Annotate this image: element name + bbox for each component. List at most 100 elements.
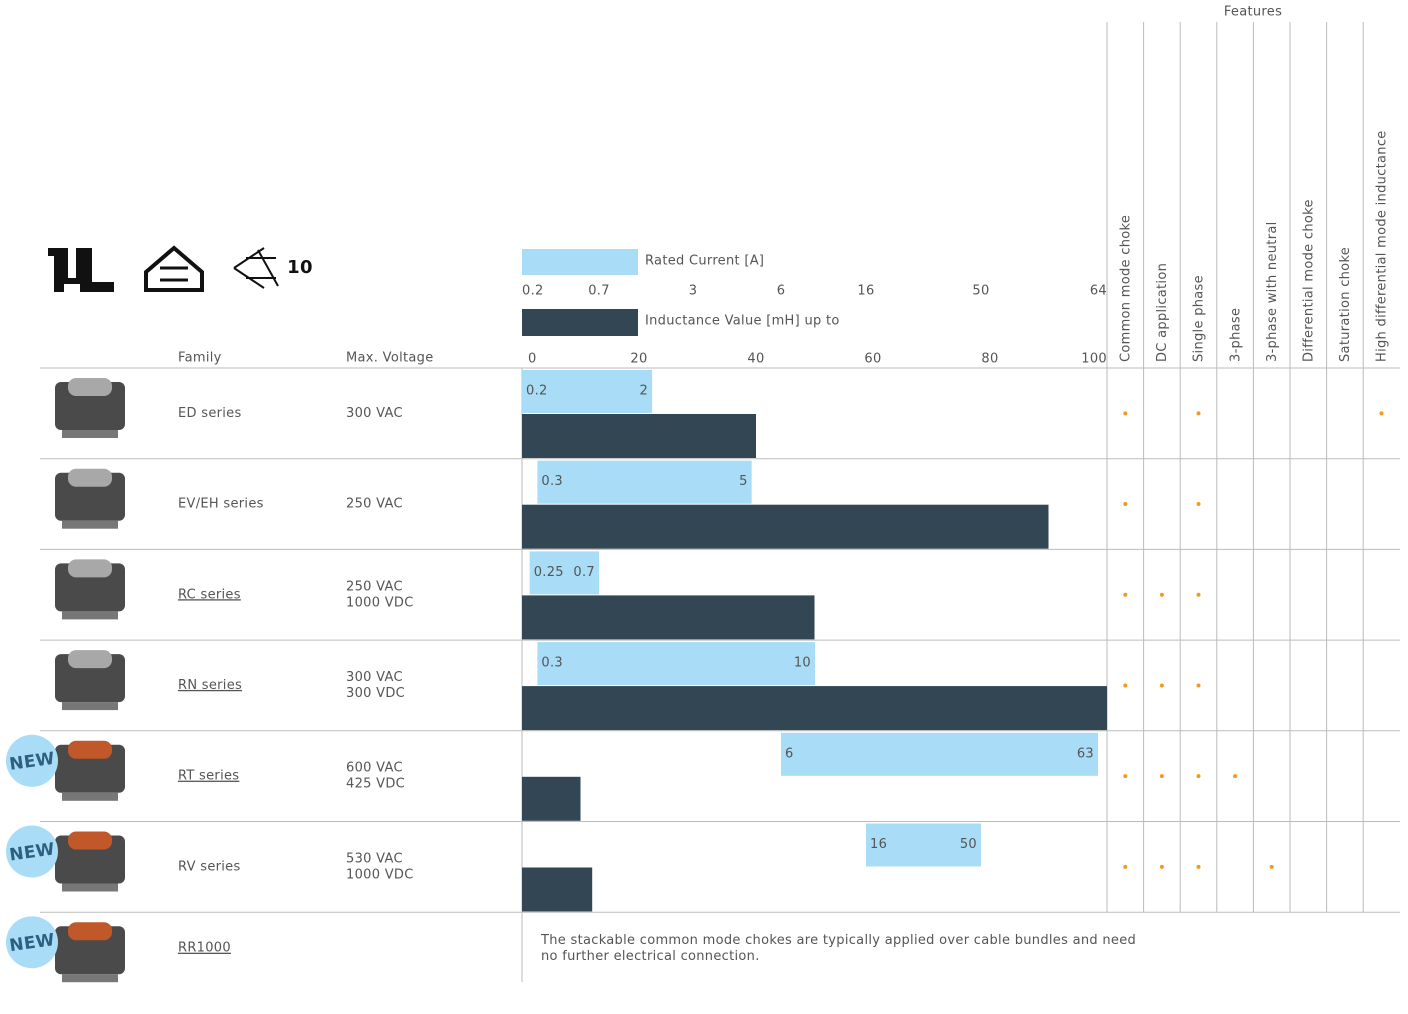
- family-link[interactable]: RC series: [178, 587, 241, 602]
- inductance-bar: [522, 867, 593, 912]
- product-image: [55, 922, 125, 983]
- badge-circle: [6, 734, 58, 787]
- vde-logo: [144, 245, 204, 292]
- feature-dot: [1196, 502, 1201, 507]
- current-tick-label: 16: [857, 284, 874, 299]
- family-name: ED series: [178, 406, 242, 421]
- feature-header: DC application: [1155, 263, 1170, 362]
- product-image: [55, 378, 125, 438]
- max-voltage: 425 VDC: [346, 777, 405, 792]
- ul-logo: [40, 248, 114, 292]
- current-min-label: 0.3: [541, 474, 563, 489]
- family-name: EV/EH series: [178, 497, 264, 512]
- inductance-tick-label: 0: [528, 352, 537, 367]
- badge-circle: [6, 825, 58, 878]
- max-voltage: 250 VAC: [346, 579, 403, 594]
- product-pins: [62, 430, 118, 438]
- product-image: [55, 650, 125, 711]
- inductance-tick-label: 60: [864, 352, 881, 367]
- feature-dot: [1159, 774, 1164, 779]
- feature-dot: [1379, 411, 1384, 416]
- current-legend: Rated Current [A]: [645, 254, 764, 269]
- max-voltage: 1000 VDC: [346, 595, 414, 610]
- feature-dot: [1159, 683, 1164, 688]
- feature-dot: [1233, 774, 1238, 779]
- new-badge: NEW: [6, 825, 58, 878]
- feature-dot: [1123, 774, 1128, 779]
- feature-dot: [1196, 683, 1201, 688]
- current-bar: [537, 642, 815, 686]
- feature-header: 3-phase with neutral: [1265, 221, 1280, 362]
- max-voltage: 250 VAC: [346, 497, 403, 512]
- current-bar: [781, 732, 1098, 776]
- product-winding: [68, 468, 112, 487]
- max-voltage: 300 VDC: [346, 686, 405, 701]
- description-line: no further electrical connection.: [541, 949, 760, 964]
- inductance-bar: [522, 414, 756, 458]
- feature-dot: [1123, 683, 1128, 688]
- current-bar: [866, 823, 981, 867]
- feature-dot: [1123, 502, 1128, 507]
- inductance-tick-label: 40: [747, 352, 764, 367]
- inductance-legend-swatch: [522, 309, 638, 336]
- feature-dot: [1269, 864, 1274, 869]
- feature-dot: [1123, 411, 1128, 416]
- voltage-header: Max. Voltage: [346, 351, 434, 366]
- feature-dot: [1123, 864, 1128, 869]
- product-pins: [62, 611, 118, 620]
- max-voltage: 300 VAC: [346, 670, 403, 685]
- current-max-label: 63: [1077, 746, 1094, 761]
- features-title: Features: [1224, 5, 1282, 20]
- current-bar: [537, 460, 752, 504]
- product-pins: [62, 702, 118, 711]
- cert-logo-text: 10: [287, 257, 313, 278]
- feature-header: Single phase: [1192, 275, 1207, 362]
- feature-header: Saturation choke: [1338, 247, 1353, 362]
- family-link[interactable]: RR1000: [178, 941, 231, 956]
- inductance-tick-label: 20: [630, 352, 647, 367]
- feature-header: 3-phase: [1228, 308, 1243, 362]
- current-bar: [522, 370, 653, 413]
- current-min-label: 0.2: [526, 384, 548, 399]
- current-tick-label: 6: [777, 284, 786, 299]
- product-winding: [68, 378, 112, 396]
- family-link[interactable]: RT series: [178, 769, 239, 784]
- product-pins: [62, 883, 118, 892]
- inductance-bar: [522, 595, 815, 640]
- product-winding: [68, 740, 112, 759]
- inductance-tick-label: 100: [1081, 352, 1107, 367]
- inductance-bar: [522, 776, 581, 821]
- feature-dot: [1196, 774, 1201, 779]
- current-min-label: 6: [785, 746, 794, 761]
- feature-dot: [1159, 592, 1164, 597]
- feature-dot: [1196, 411, 1201, 416]
- emc-logo: [233, 247, 279, 289]
- current-legend-swatch: [522, 249, 638, 275]
- family-name: RV series: [178, 859, 241, 874]
- current-max-label: 0.7: [573, 565, 595, 580]
- family-header: Family: [178, 351, 222, 366]
- current-max-label: 10: [794, 656, 811, 671]
- new-badge: NEW: [6, 916, 58, 969]
- current-max-label: 5: [739, 474, 748, 489]
- feature-dot: [1196, 592, 1201, 597]
- current-tick-label: 0.2: [522, 284, 544, 299]
- current-min-label: 0.25: [534, 565, 564, 580]
- feature-dot: [1196, 864, 1201, 869]
- current-min-label: 16: [870, 837, 887, 852]
- product-pins: [62, 792, 118, 801]
- current-tick-label: 3: [689, 284, 698, 299]
- feature-header: Common mode choke: [1119, 215, 1134, 362]
- product-winding: [68, 650, 112, 669]
- feature-header: Differential mode choke: [1302, 199, 1317, 362]
- current-min-label: 0.3: [541, 656, 563, 671]
- product-winding: [68, 559, 112, 578]
- product-image: [55, 559, 125, 620]
- inductance-bar: [522, 686, 1107, 731]
- product-pins: [62, 520, 118, 529]
- product-winding: [68, 831, 112, 850]
- max-voltage: 530 VAC: [346, 851, 403, 866]
- current-max-label: 50: [960, 837, 977, 852]
- family-link[interactable]: RN series: [178, 678, 242, 693]
